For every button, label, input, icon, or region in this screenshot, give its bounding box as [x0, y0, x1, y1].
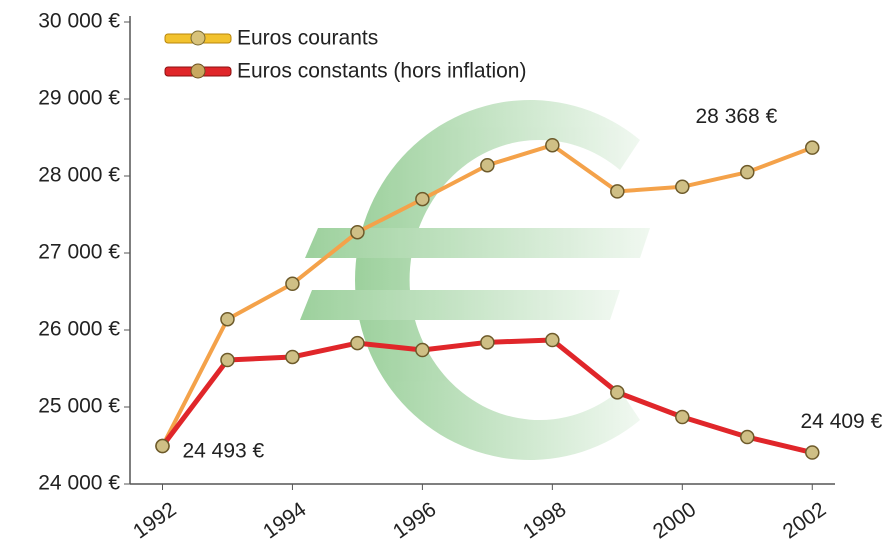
- chart: Euros courants Euros constants (hors inf…: [0, 0, 887, 547]
- data-point: [221, 354, 234, 367]
- data-point: [286, 277, 299, 290]
- y-tick-label: 26 000 €: [38, 318, 120, 341]
- data-label: 24 493 €: [182, 440, 264, 463]
- x-tick-label: 1996: [389, 498, 440, 544]
- legend-label: Euros constants (hors inflation): [237, 60, 526, 83]
- data-point: [221, 313, 234, 326]
- euro-watermark: [300, 100, 650, 460]
- data-point: [676, 180, 689, 193]
- data-point: [416, 344, 429, 357]
- data-point: [611, 386, 624, 399]
- data-point: [806, 141, 819, 154]
- y-tick-label: 30 000 €: [38, 10, 120, 33]
- x-tick-label: 2000: [649, 498, 700, 544]
- data-point: [351, 337, 364, 350]
- data-point: [481, 159, 494, 172]
- data-point: [351, 226, 364, 239]
- data-point: [676, 411, 689, 424]
- x-tick-label: 2002: [779, 498, 830, 544]
- data-label: 24 409 €: [801, 410, 883, 433]
- x-tick-label: 1998: [519, 498, 570, 544]
- data-point: [611, 185, 624, 198]
- data-label: 28 368 €: [696, 105, 778, 128]
- data-point: [741, 166, 754, 179]
- y-tick-label: 24 000 €: [38, 472, 120, 495]
- x-tick-label: 1994: [259, 498, 311, 544]
- legend-marker: [191, 64, 205, 78]
- data-point: [546, 139, 559, 152]
- data-point: [806, 446, 819, 459]
- data-point: [546, 334, 559, 347]
- data-point: [156, 440, 169, 453]
- x-tick-label: 1992: [129, 498, 180, 544]
- data-point: [481, 336, 494, 349]
- legend: Euros courants Euros constants (hors inf…: [165, 27, 526, 83]
- y-tick-label: 28 000 €: [38, 164, 120, 187]
- legend-marker: [191, 31, 205, 45]
- y-tick-label: 25 000 €: [38, 395, 120, 418]
- y-tick-label: 27 000 €: [38, 241, 120, 264]
- legend-label: Euros courants: [237, 27, 378, 50]
- y-tick-label: 29 000 €: [38, 87, 120, 110]
- data-point: [741, 431, 754, 444]
- data-point: [286, 350, 299, 363]
- data-point: [416, 193, 429, 206]
